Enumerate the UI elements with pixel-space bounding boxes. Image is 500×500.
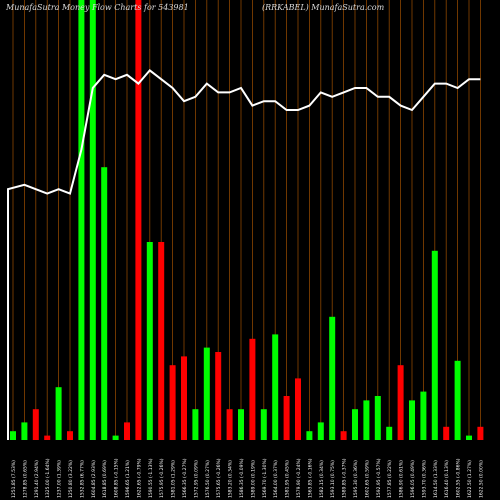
x-tick-label: 1589.85 (-0.37%) xyxy=(342,458,348,498)
x-tick-label: 1602.65 (0.59%) xyxy=(364,460,370,498)
x-tick-label: 1589.00 (0.19%) xyxy=(250,460,256,498)
x-tick-label: 1569.70 (-1.30%) xyxy=(262,458,268,498)
bar xyxy=(443,426,450,440)
bar xyxy=(146,242,153,440)
x-tick-label: 1251.85 (7.53%) xyxy=(11,460,17,498)
x-tick-label: 1616.40 (0.13%) xyxy=(444,460,450,498)
x-tick-label: 1618.85 (0.69%) xyxy=(102,460,108,498)
bar xyxy=(10,431,16,440)
bar xyxy=(431,250,438,440)
x-tick-label: 1583.20 (0.34%) xyxy=(228,460,234,498)
x-tick-label: 1572.95 (0.09%) xyxy=(193,460,199,498)
x-tick-label: 1564.00 (0.37%) xyxy=(273,460,279,498)
bar xyxy=(272,334,279,440)
bar xyxy=(363,400,370,440)
bar xyxy=(260,409,267,440)
bar xyxy=(181,356,187,440)
bar xyxy=(352,409,358,440)
bar xyxy=(340,431,347,440)
bar xyxy=(44,435,51,440)
x-tick-label: 1291.40 (2.94%) xyxy=(34,460,40,498)
bar xyxy=(21,422,28,440)
bar xyxy=(295,378,301,440)
bar xyxy=(329,316,336,440)
bar xyxy=(112,435,119,440)
x-tick-label: 1250.80 (3.22%) xyxy=(68,460,74,498)
bar xyxy=(215,352,222,440)
bar xyxy=(169,365,176,440)
bar xyxy=(89,0,96,440)
x-tick-label: 1566.35 (-0.27%) xyxy=(182,458,188,498)
bar xyxy=(192,409,199,440)
x-tick-label: 1604.85 (2.93%) xyxy=(91,460,97,498)
x-tick-label: 1325.00 (-1.64%) xyxy=(45,458,51,498)
x-tick-label: 1622.50 (1.27%) xyxy=(467,460,473,498)
x-tick-label: 1593.70 (0.36%) xyxy=(421,460,427,498)
bar xyxy=(101,167,108,440)
bar xyxy=(420,391,427,440)
x-tick-label: 1575.95 (-0.26%) xyxy=(159,458,165,498)
x-tick-label: 1563.85 (-0.16%) xyxy=(307,458,313,498)
bar xyxy=(32,409,39,440)
bar xyxy=(226,409,233,440)
price-line xyxy=(7,69,481,440)
bar xyxy=(306,431,313,440)
x-tick-label: 1237.00 (1.39%) xyxy=(57,460,63,498)
bar xyxy=(203,347,210,440)
price-polyline xyxy=(7,69,481,440)
bar xyxy=(283,396,290,440)
bar xyxy=(249,338,256,440)
x-tick-label: 1586.90 (0.61%) xyxy=(399,460,405,498)
bar xyxy=(466,435,472,440)
bar-series xyxy=(10,0,484,440)
bar xyxy=(78,0,85,440)
bar xyxy=(55,387,62,440)
x-tick-label: 1532.85 (6.77%) xyxy=(79,460,85,498)
x-tick-label: 1593.10 (0.75%) xyxy=(330,460,336,498)
x-tick-label: 1586.35 (-0.09%) xyxy=(239,458,245,498)
bar xyxy=(386,426,393,440)
bar xyxy=(317,422,324,440)
bar xyxy=(238,409,244,440)
x-tick-label: 1592.95 (-0.57%) xyxy=(376,458,382,498)
bar xyxy=(158,242,165,440)
bar xyxy=(374,396,381,440)
x-tick-label: 1590.55 (-1.13%) xyxy=(148,458,154,498)
x-tick-label: 1278.85 (0.65%) xyxy=(22,460,28,498)
bar xyxy=(67,431,73,440)
bar xyxy=(477,426,484,440)
x-tick-label: 1581.95 (0.45%) xyxy=(285,460,291,498)
x-tick-label: 1622.50 (0.00%) xyxy=(478,460,484,498)
x-tick-label: 1581.05 (1.29%) xyxy=(171,460,177,498)
x-tick-label: 1602.55 (-0.86%) xyxy=(456,458,462,498)
x-tick-label: 1622.65 (-0.79%) xyxy=(136,458,142,498)
x-tick-label: 1595.30 (0.36%) xyxy=(353,460,359,498)
bar xyxy=(124,422,130,440)
x-tick-label: 1575.65 (-0.26%) xyxy=(216,458,222,498)
x-tick-label: 1579.90 (-0.24%) xyxy=(296,458,302,498)
x-tick-label: 1576.50 (0.27%) xyxy=(205,460,211,498)
chart-subtitle: (RRKABEL) MunafaSutra.com xyxy=(262,3,385,12)
bar xyxy=(454,360,461,440)
bar xyxy=(409,400,415,440)
x-tick-label: 1582.15 (0.34%) xyxy=(319,460,325,498)
bar xyxy=(397,365,404,440)
chart-title: MunafaSutra Money Flow Charts for 543981 xyxy=(6,3,189,12)
x-tick-label: 1596.65 (1.21%) xyxy=(125,460,131,498)
x-tick-label: 1614.50 (1.33%) xyxy=(433,460,439,498)
bar xyxy=(135,0,142,440)
x-tick-label: 1577.85 (0.22%) xyxy=(387,460,393,498)
x-axis-labels: 1251.85 (7.53%) 1278.85 (0.65%) 1291.40 (2… xyxy=(11,458,484,498)
x-tick-label: 1596.05 (0.49%) xyxy=(410,460,416,498)
x-tick-label: 1608.85 (-0.15%) xyxy=(114,458,120,498)
